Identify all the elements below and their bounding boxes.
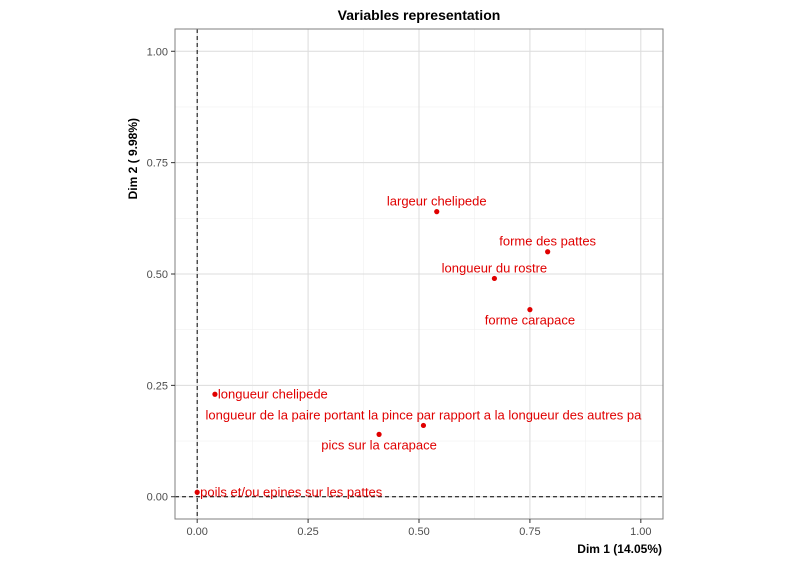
point-label: largeur chelipede	[387, 194, 487, 209]
point-label: forme des pattes	[499, 234, 596, 249]
data-point	[527, 307, 533, 313]
y-axis-title: Dim 2 ( 9.98%)	[126, 118, 140, 199]
axis-ticks: 0.00 0.25 0.50 0.75 1.00 0.00 0.25 0.50 0.75 1.00	[147, 46, 652, 538]
data-points: largeur chelipede forme des pattes longueu…	[194, 194, 643, 499]
data-point	[545, 249, 551, 255]
reference-lines	[175, 29, 663, 519]
data-point	[434, 209, 440, 215]
y-tick-label: 0.25	[147, 380, 168, 392]
point-label: poils et/ou epines sur les pattes	[200, 484, 383, 499]
point-label: pics sur la carapace	[321, 437, 437, 452]
chart-title: Variables representation	[338, 7, 501, 23]
point-label: longueur du rostre	[442, 260, 548, 275]
point-label: forme carapace	[485, 313, 575, 328]
data-point	[212, 391, 218, 397]
point-label: longueur chelipede	[218, 386, 328, 401]
data-point	[194, 489, 200, 495]
y-tick-label: 1.00	[147, 46, 168, 58]
point-label: longueur de la paire portant la pince pa…	[206, 407, 643, 422]
data-point	[376, 431, 382, 437]
x-tick-label: 0.75	[519, 526, 540, 538]
x-tick-label: 0.00	[186, 526, 207, 538]
x-tick-label: 0.25	[297, 526, 318, 538]
x-tick-label: 1.00	[630, 526, 651, 538]
x-axis-title: Dim 1 (14.05%)	[577, 542, 662, 556]
y-tick-label: 0.00	[147, 492, 168, 504]
y-tick-label: 0.75	[147, 158, 168, 170]
y-tick-label: 0.50	[147, 269, 168, 281]
data-point	[491, 275, 498, 282]
data-point	[420, 422, 427, 429]
x-tick-label: 0.50	[408, 526, 429, 538]
